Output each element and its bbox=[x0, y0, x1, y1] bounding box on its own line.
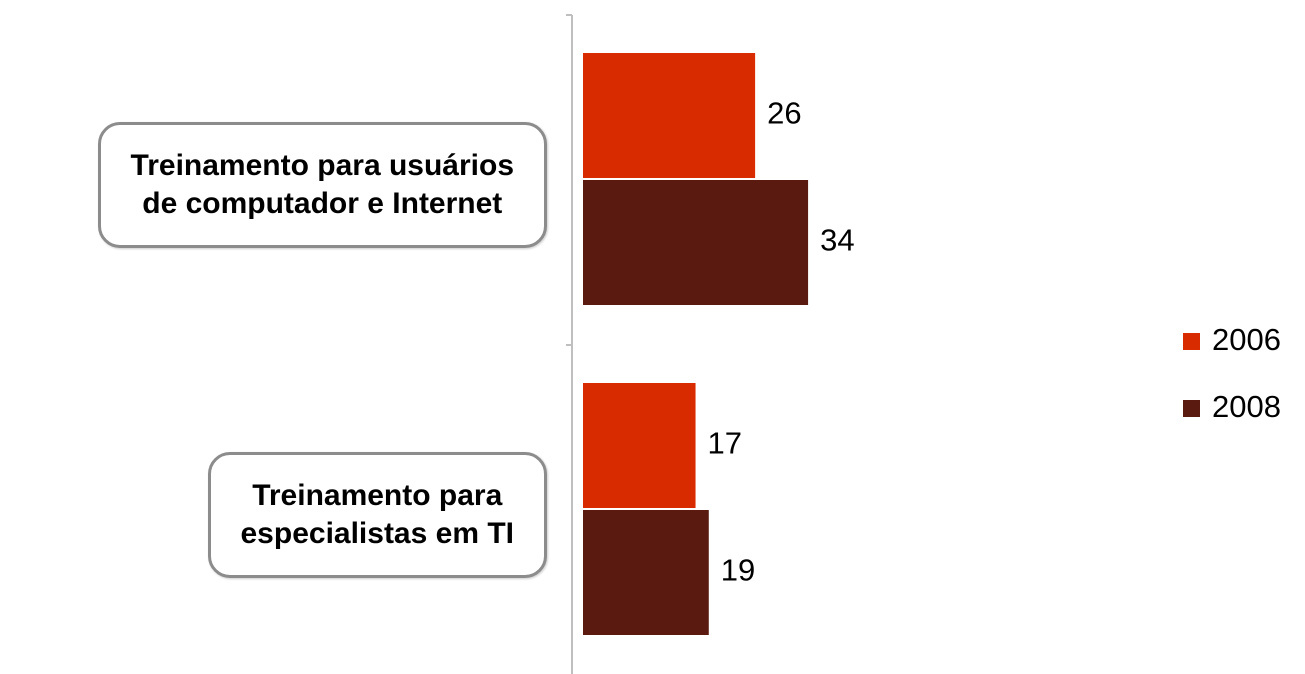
legend-swatch bbox=[1183, 400, 1200, 417]
bar bbox=[583, 180, 809, 305]
category-label: Treinamento para especialistas em TI bbox=[207, 452, 547, 578]
bar bbox=[583, 53, 756, 178]
legend-label: 2008 bbox=[1212, 389, 1281, 424]
bar bbox=[583, 383, 696, 508]
value-label: 17 bbox=[708, 426, 742, 461]
value-label: 19 bbox=[721, 553, 755, 588]
value-label: 34 bbox=[820, 223, 854, 258]
legend-swatch bbox=[1183, 333, 1200, 350]
value-label: 26 bbox=[767, 96, 801, 131]
bar bbox=[583, 510, 709, 635]
legend-label: 2006 bbox=[1212, 322, 1281, 357]
category-label: Treinamento para usuários de computador … bbox=[97, 122, 547, 248]
